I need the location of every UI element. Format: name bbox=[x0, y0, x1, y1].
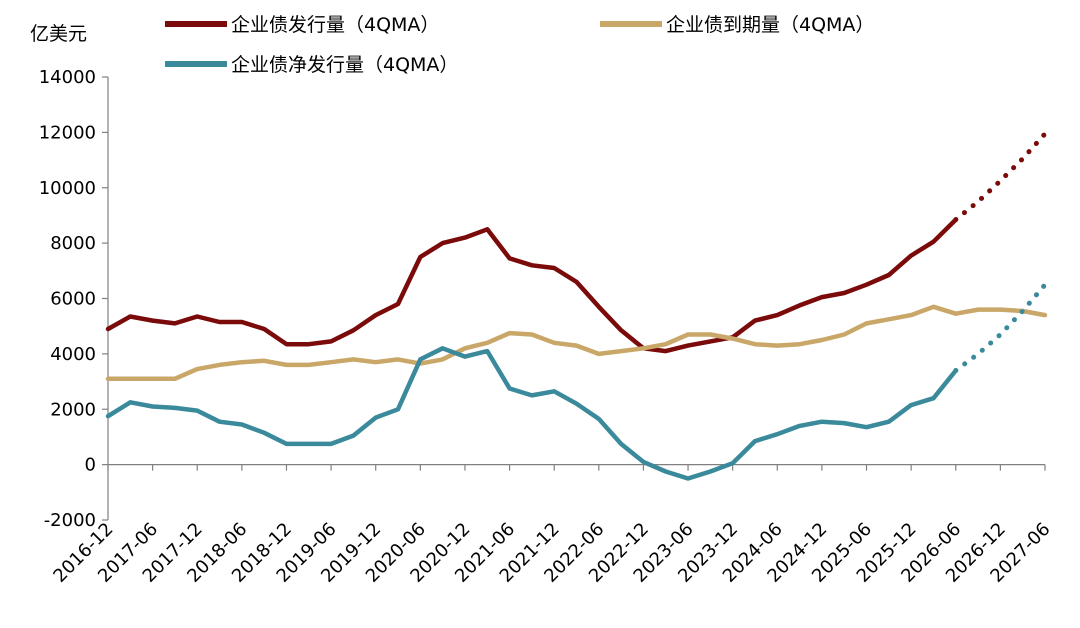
y-axis: 14000 12000 10000 8000 6000 4000 2000 0 -2000 bbox=[39, 67, 109, 531]
legend-item: 企业债净发行量（4QMA） bbox=[165, 54, 458, 76]
legend-label: 企业债净发行量（4QMA） bbox=[231, 54, 458, 76]
y-tick-label: 6000 bbox=[50, 289, 96, 310]
legend-item: 企业债到期量（4QMA） bbox=[600, 14, 874, 36]
series-projection-line bbox=[953, 131, 1048, 223]
x-axis: 2016-122017-062017-122018-062018-122019-… bbox=[49, 464, 1055, 587]
legend: 企业债发行量（4QMA） 企业债到期量（4QMA） 企业债净发行量（4QMA） bbox=[165, 14, 874, 76]
series-line bbox=[105, 346, 959, 481]
series-1 bbox=[105, 131, 1048, 354]
y-tick-label: 4000 bbox=[50, 344, 96, 365]
y-tick-label: 14000 bbox=[39, 67, 96, 88]
legend-label: 企业债发行量（4QMA） bbox=[231, 14, 439, 36]
series-3 bbox=[105, 282, 1048, 481]
y-tick-label: 8000 bbox=[50, 233, 96, 254]
legend-label: 企业债到期量（4QMA） bbox=[666, 14, 874, 36]
y-tick-label: 0 bbox=[85, 455, 96, 476]
y-axis-unit-label: 亿美元 bbox=[30, 23, 87, 45]
legend-item: 企业债发行量（4QMA） bbox=[165, 14, 439, 36]
series-layer bbox=[105, 131, 1048, 481]
y-tick-label: -2000 bbox=[44, 510, 96, 531]
series-line bbox=[105, 217, 959, 354]
series-line bbox=[105, 304, 1048, 382]
y-tick-label: 12000 bbox=[39, 122, 96, 143]
y-tick-label: 10000 bbox=[39, 178, 96, 199]
series-projection-line bbox=[953, 282, 1048, 373]
y-tick-label: 2000 bbox=[50, 399, 96, 420]
series-2 bbox=[105, 304, 1048, 382]
